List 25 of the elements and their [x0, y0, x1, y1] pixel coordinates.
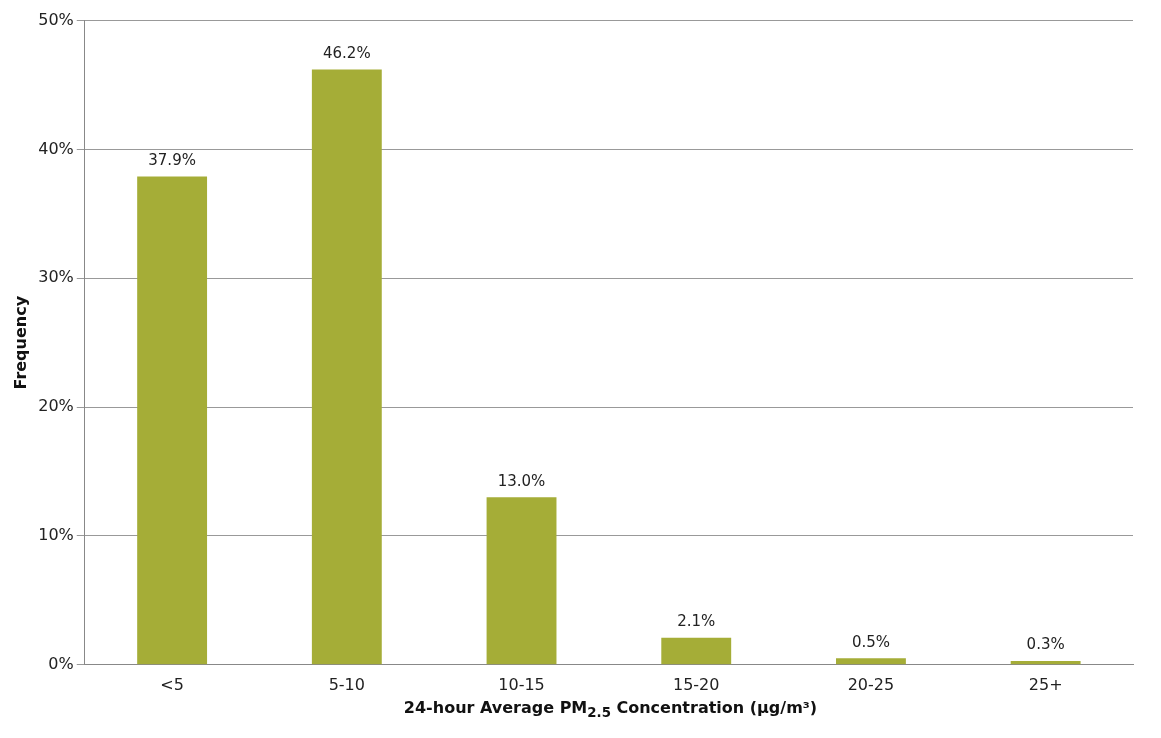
x-tick-label: <5: [160, 674, 184, 694]
x-tick-label: 25+: [1028, 674, 1063, 694]
y-axis-title: Frequency: [10, 295, 30, 390]
y-tick-label: 10%: [38, 525, 74, 545]
x-tick-label: 5-10: [328, 674, 365, 694]
bar: [661, 637, 732, 665]
x-tick-label: 10-15: [498, 674, 545, 694]
x-tick-label: 15-20: [672, 674, 720, 694]
data-label: 0.5%: [851, 632, 890, 651]
y-tick-label: 40%: [38, 138, 74, 158]
bar: [137, 176, 208, 665]
y-tick-label: 20%: [38, 396, 74, 416]
y-tick-label: 50%: [38, 9, 74, 29]
data-label: 13.0%: [497, 471, 546, 490]
bar: [311, 69, 382, 665]
y-tick-label: 0%: [48, 653, 74, 673]
bar: [836, 658, 906, 665]
x-tick-label: 20-25: [847, 674, 895, 694]
data-label: 2.1%: [677, 612, 716, 631]
data-label: 37.9%: [148, 150, 196, 169]
y-tick-label: 30%: [38, 267, 74, 287]
bar: [486, 497, 557, 665]
data-label: 0.3%: [1026, 635, 1065, 654]
x-axis-title: 24-hour Average PM$_{2.5}$ Concentration (µg/m³): [402, 698, 819, 721]
data-label: 46.2%: [322, 43, 371, 62]
